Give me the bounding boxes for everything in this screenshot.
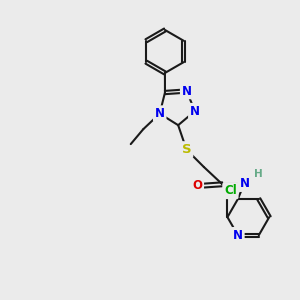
Text: N: N — [190, 105, 200, 118]
Text: Cl: Cl — [224, 184, 237, 197]
Text: N: N — [182, 85, 192, 98]
Text: H: H — [254, 169, 263, 179]
Text: N: N — [239, 177, 250, 190]
Text: N: N — [233, 229, 243, 242]
Text: N: N — [155, 107, 165, 120]
Text: O: O — [192, 179, 202, 192]
Text: S: S — [182, 143, 191, 156]
